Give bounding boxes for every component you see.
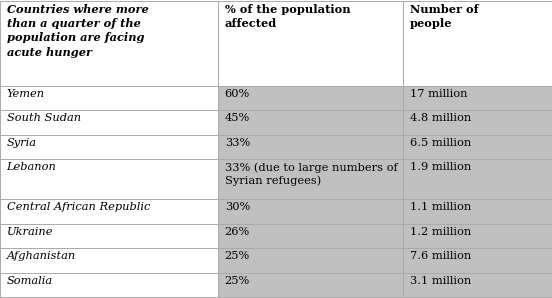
Bar [0, 224, 218, 248]
Text: % of the population
affected: % of the population affected [225, 4, 351, 29]
Text: Syria: Syria [7, 137, 36, 148]
Bar [218, 199, 403, 224]
Text: 4.8 million: 4.8 million [410, 113, 471, 123]
Bar [0, 1, 218, 86]
Bar [0, 134, 218, 159]
Text: 25%: 25% [225, 276, 250, 285]
Text: Somalia: Somalia [7, 276, 53, 285]
Text: 30%: 30% [225, 202, 250, 212]
Text: 45%: 45% [225, 113, 250, 123]
Text: 1.1 million: 1.1 million [410, 202, 471, 212]
Bar [218, 248, 403, 273]
Text: Countries where more
than a quarter of the
population are facing
acute hunger: Countries where more than a quarter of t… [7, 4, 148, 58]
Bar [218, 110, 403, 134]
Text: 1.2 million: 1.2 million [410, 227, 471, 237]
Text: 26%: 26% [225, 227, 250, 237]
Bar [218, 1, 403, 86]
Bar [218, 134, 403, 159]
Bar [403, 199, 552, 224]
Text: Ukraine: Ukraine [7, 227, 53, 237]
Bar [0, 110, 218, 134]
Bar [403, 86, 552, 110]
Bar [0, 248, 218, 273]
Text: 33% (due to large numbers of
Syrian refugees): 33% (due to large numbers of Syrian refu… [225, 162, 397, 186]
Text: 60%: 60% [225, 89, 250, 99]
Text: 6.5 million: 6.5 million [410, 137, 471, 148]
Text: 1.9 million: 1.9 million [410, 162, 471, 172]
Bar [403, 273, 552, 297]
Bar [403, 224, 552, 248]
Bar [218, 86, 403, 110]
Text: 33%: 33% [225, 137, 250, 148]
Bar [0, 199, 218, 224]
Text: 17 million: 17 million [410, 89, 467, 99]
Text: Lebanon: Lebanon [7, 162, 56, 172]
Text: Central African Republic: Central African Republic [7, 202, 150, 212]
Bar [0, 159, 218, 199]
Bar [403, 134, 552, 159]
Text: Afghanistan: Afghanistan [7, 251, 76, 261]
Bar [403, 159, 552, 199]
Text: Yemen: Yemen [7, 89, 45, 99]
Bar [218, 159, 403, 199]
Text: 25%: 25% [225, 251, 250, 261]
Bar [218, 224, 403, 248]
Bar [0, 273, 218, 297]
Text: 7.6 million: 7.6 million [410, 251, 471, 261]
Bar [403, 248, 552, 273]
Bar [403, 1, 552, 86]
Text: 3.1 million: 3.1 million [410, 276, 471, 285]
Bar [218, 273, 403, 297]
Text: South Sudan: South Sudan [7, 113, 81, 123]
Text: Number of
people: Number of people [410, 4, 478, 29]
Bar [0, 86, 218, 110]
Bar [403, 110, 552, 134]
